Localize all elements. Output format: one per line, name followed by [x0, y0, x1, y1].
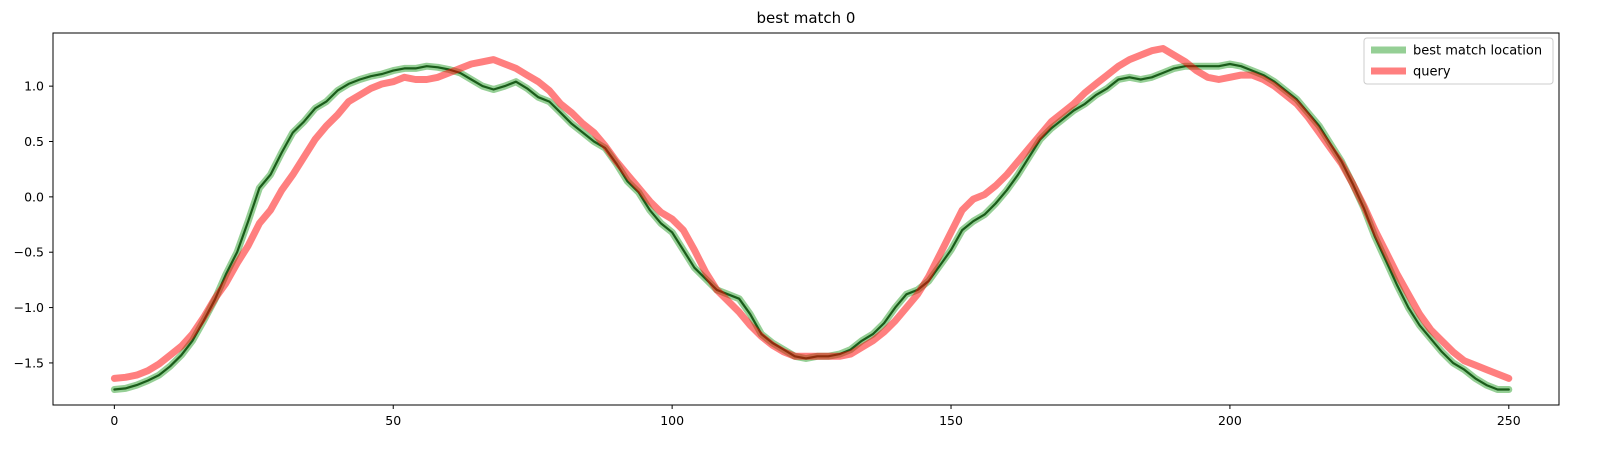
y-tick-label: −0.5 [14, 245, 44, 260]
y-tick-label: 0.5 [24, 134, 44, 149]
series-line-best-match-location [110, 60, 1513, 393]
y-tick-label: 1.0 [24, 79, 44, 94]
x-tick-label: 250 [1497, 413, 1521, 428]
y-tick-label: 0.0 [24, 189, 44, 204]
legend: best match location query [1363, 37, 1554, 85]
y-tick-label: −1.0 [14, 300, 44, 315]
y-tick-label: −1.5 [14, 355, 44, 370]
legend-box [1363, 37, 1554, 85]
chart-title: best match 0 [757, 9, 856, 27]
x-tick-label: 100 [660, 413, 684, 428]
plot-frame [52, 32, 1560, 406]
series-core-line-best-match-location [113, 62, 1510, 391]
legend-label: query [1413, 65, 1451, 80]
legend-label: best match location [1413, 44, 1542, 59]
x-tick-label: 50 [385, 413, 401, 428]
x-tick-label: 200 [1218, 413, 1242, 428]
series-layer [110, 45, 1513, 393]
axes: 0 50 100 150 200 250 −1.5 −1.0 −0.5 0.0 0.5 1.0 [14, 32, 1560, 428]
x-tick-label: 0 [110, 413, 118, 428]
x-tick-label: 150 [939, 413, 963, 428]
series-line-query [110, 45, 1513, 382]
